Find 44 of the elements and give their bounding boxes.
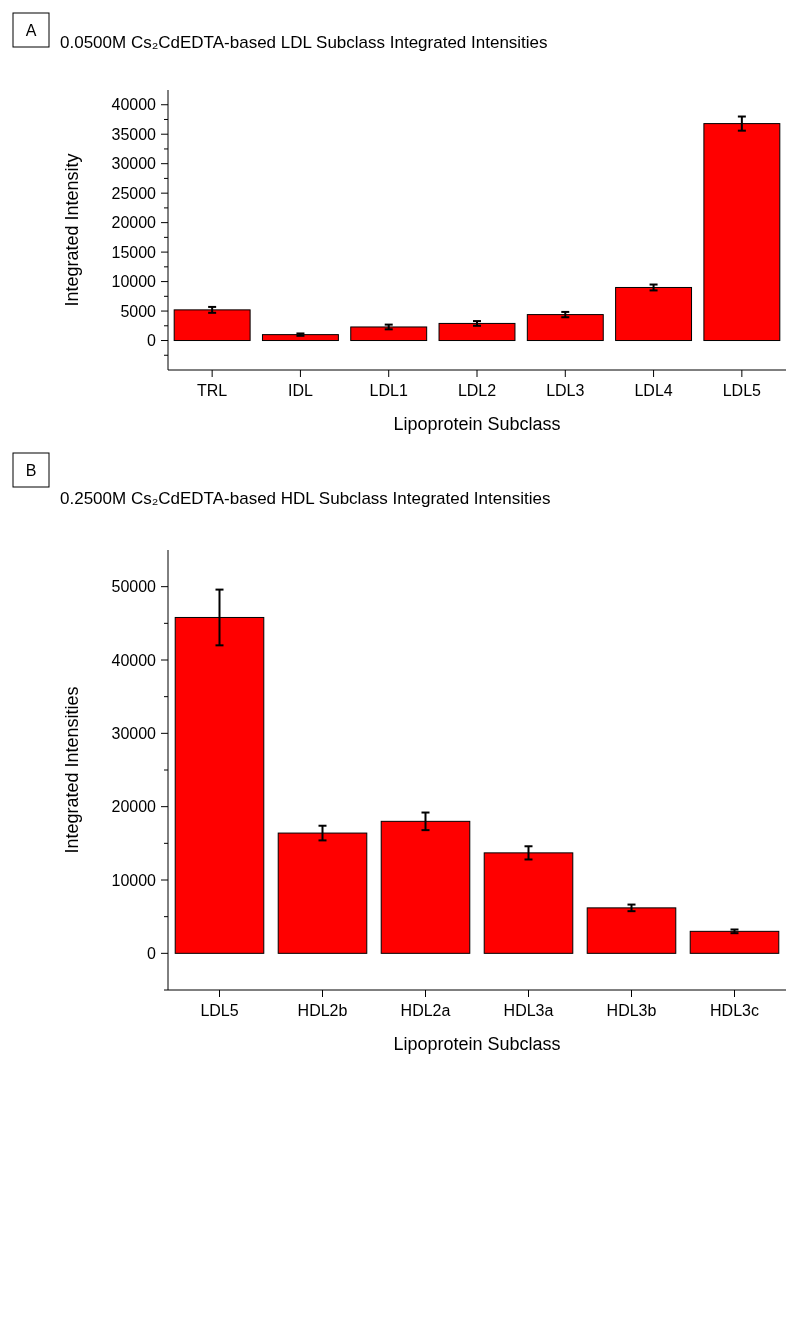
x-tick-label: HDL2a [400,1002,451,1019]
y-axis-title: Integrated Intensities [62,686,82,854]
bar [586,907,677,954]
chart-title: 0.2500M Cs₂CdEDTA-based HDL Subclass Integrated Intensities [60,489,551,508]
y-tick-label: 10000 [111,871,157,889]
x-tick-label: HDL3b [606,1002,657,1019]
y-tick-label: 30000 [111,724,157,742]
x-tick-label: LDL5 [722,382,762,399]
bar [526,314,604,342]
y-tick-label: 40000 [111,96,157,114]
y-tick-label: 0 [147,332,157,350]
y-tick-label: 35000 [111,125,157,143]
bar [689,930,780,954]
x-tick-label: HDL3a [503,1002,554,1019]
x-tick-label: LDL2 [457,382,497,399]
x-axis-title: Lipoprotein Subclass [393,414,561,434]
x-axis-title: Lipoprotein Subclass [393,1034,561,1054]
y-tick-label: 5000 [120,302,157,320]
y-tick-label: 10000 [111,273,157,291]
y-tick-label: 15000 [111,243,157,261]
x-tick-label: IDL [287,382,313,399]
x-tick-label: TRL [197,382,228,399]
y-tick-label: 0 [147,944,157,962]
bar [261,334,339,342]
x-tick-label: HDL2b [297,1002,348,1019]
y-tick-label: 30000 [111,155,157,173]
bar [615,286,693,342]
x-tick-label: LDL1 [369,382,408,399]
y-tick-label: 50000 [111,578,157,596]
y-tick-label: 40000 [111,651,157,669]
x-tick-label: LDL3 [546,382,585,399]
bar [438,322,516,342]
bar [173,309,251,342]
text: B [25,462,37,479]
text: A [25,22,37,39]
x-tick-label: LDL5 [200,1002,239,1019]
bar [350,326,428,342]
y-tick-label: 20000 [111,798,157,816]
y-tick-label: 20000 [111,214,157,232]
chart-title: 0.0500M Cs₂CdEDTA-based LDL Subclass Integrated Intensities [60,33,548,52]
x-tick-label: HDL3c [710,1002,759,1019]
y-axis-title: Integrated Intensity [62,153,82,307]
x-tick-label: LDL4 [634,382,673,399]
y-tick-label: 25000 [111,184,157,202]
